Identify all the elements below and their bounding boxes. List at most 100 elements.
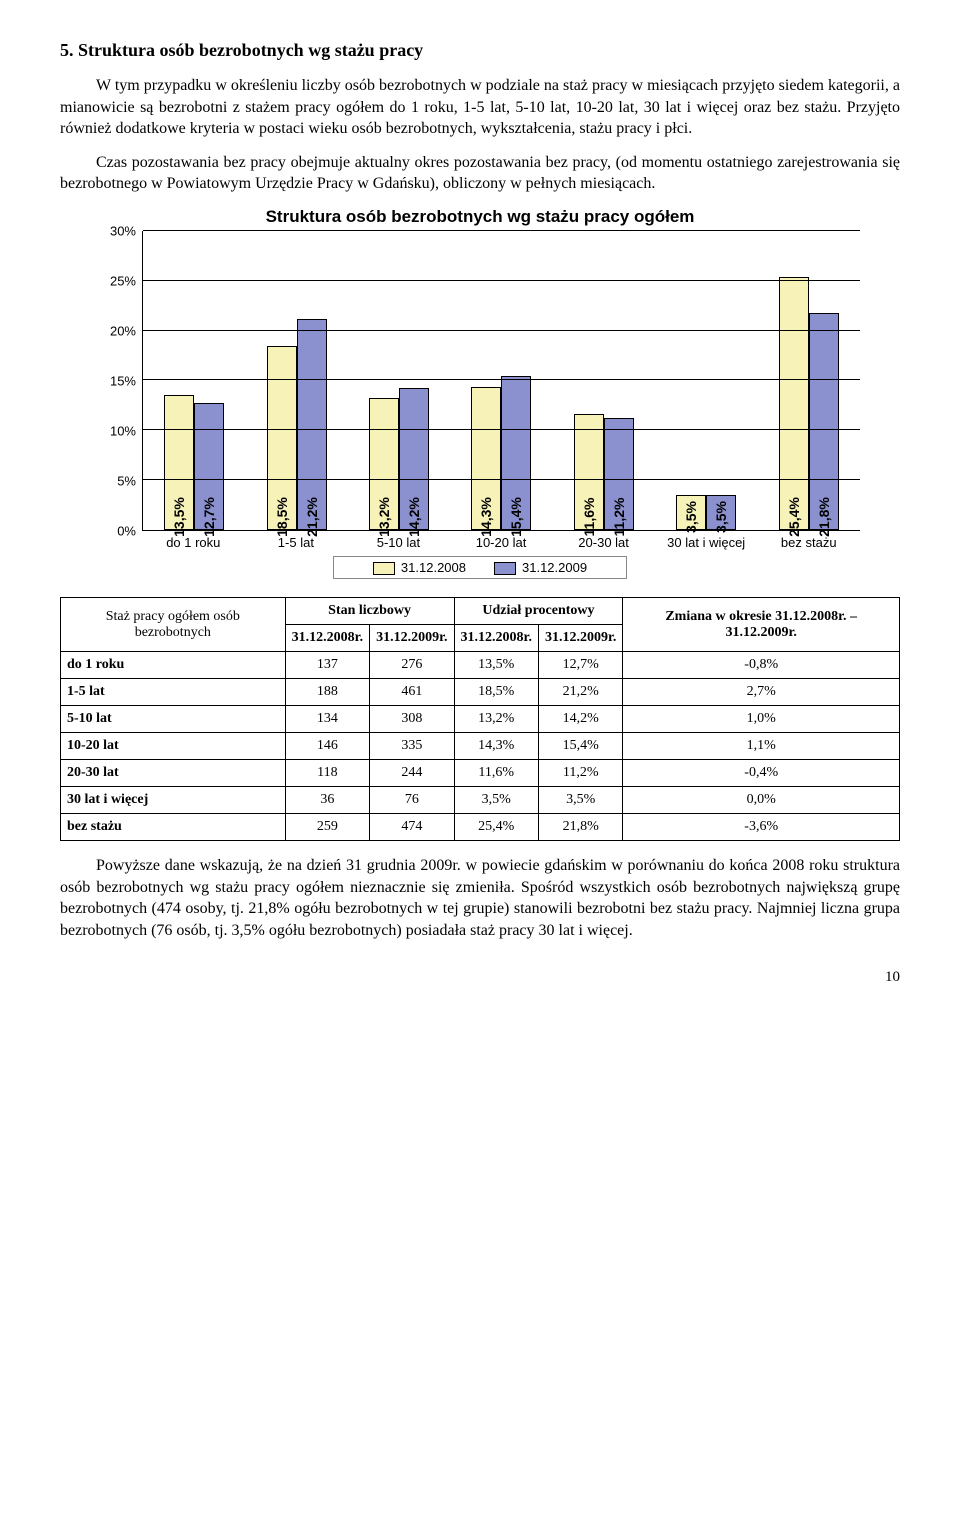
- table-cell: 146: [285, 733, 369, 760]
- table-cell: 14,2%: [538, 706, 622, 733]
- x-tick-label: 20-30 lat: [552, 531, 655, 550]
- table-cell: 474: [370, 814, 454, 841]
- table-cell: -0,8%: [623, 652, 900, 679]
- y-tick-label: 20%: [110, 323, 136, 338]
- bar-group: 13,2%14,2%: [348, 231, 450, 530]
- x-tick-label: 5-10 lat: [347, 531, 450, 550]
- bar-value-label: 11,6%: [581, 498, 597, 537]
- bar-value-label: 12,7%: [201, 497, 217, 537]
- x-tick-label: 1-5 lat: [245, 531, 348, 550]
- data-table: Staż pracy ogółem osób bezrobotnych Stan…: [60, 597, 900, 841]
- table-cell: -0,4%: [623, 760, 900, 787]
- table-cell: 13,2%: [454, 706, 538, 733]
- table-row: 30 lat i więcej36763,5%3,5%0,0%: [61, 787, 900, 814]
- bar: 13,2%: [369, 398, 399, 530]
- table-row-label: 10-20 lat: [61, 733, 286, 760]
- bar-group: 13,5%12,7%: [143, 231, 245, 530]
- bar: 12,7%: [194, 403, 224, 530]
- legend-swatch: [494, 562, 516, 575]
- table-cell: 118: [285, 760, 369, 787]
- table-cell: 1,1%: [623, 733, 900, 760]
- y-tick-label: 10%: [110, 423, 136, 438]
- table-subheader: 31.12.2008r.: [285, 625, 369, 652]
- table-cell: 18,5%: [454, 679, 538, 706]
- table-subheader: 31.12.2009r.: [370, 625, 454, 652]
- table-cell: 2,7%: [623, 679, 900, 706]
- page-number: 10: [60, 969, 900, 986]
- bar-group: 18,5%21,2%: [245, 231, 347, 530]
- bar-group: 14,3%15,4%: [450, 231, 552, 530]
- bar: 25,4%: [779, 277, 809, 530]
- table-header-category: Staż pracy ogółem osób bezrobotnych: [61, 598, 286, 652]
- table-cell: 76: [370, 787, 454, 814]
- table-cell: 13,5%: [454, 652, 538, 679]
- chart-y-axis: 0%5%10%15%20%25%30%: [100, 231, 142, 531]
- table-header-percent: Udział procentowy: [454, 598, 623, 625]
- y-tick-label: 5%: [117, 473, 136, 488]
- bar-group: 3,5% 3,5%: [655, 231, 757, 530]
- y-tick-label: 30%: [110, 223, 136, 238]
- table-header-count: Stan liczbowy: [285, 598, 454, 625]
- bar-chart: Struktura osób bezrobotnych wg stażu pra…: [100, 207, 860, 579]
- table-cell: 3,5%: [454, 787, 538, 814]
- table-cell: 0,0%: [623, 787, 900, 814]
- bar-value-label: 18,5%: [274, 497, 290, 537]
- table-cell: 259: [285, 814, 369, 841]
- table-cell: 3,5%: [538, 787, 622, 814]
- y-tick-label: 0%: [117, 523, 136, 538]
- table-cell: 244: [370, 760, 454, 787]
- bar-value-label: 11,2%: [611, 498, 627, 537]
- x-tick-label: do 1 roku: [142, 531, 245, 550]
- bar: 3,5%: [676, 495, 706, 530]
- table-cell: 137: [285, 652, 369, 679]
- chart-plot-area: 13,5%12,7%18,5%21,2%13,2%14,2%14,3%15,4%…: [142, 231, 860, 531]
- table-cell: 308: [370, 706, 454, 733]
- bar-value-label: 3,5%: [713, 501, 729, 533]
- bar-value-label: 21,2%: [304, 497, 320, 537]
- bar-group: 25,4%21,8%: [758, 231, 860, 530]
- table-cell: 15,4%: [538, 733, 622, 760]
- table-cell: 461: [370, 679, 454, 706]
- y-tick-label: 15%: [110, 373, 136, 388]
- bar-value-label: 14,2%: [406, 497, 422, 537]
- table-subheader: 31.12.2008r.: [454, 625, 538, 652]
- bar-value-label: 13,2%: [376, 497, 392, 537]
- table-row-label: 20-30 lat: [61, 760, 286, 787]
- bar-group: 11,6%11,2%: [553, 231, 655, 530]
- table-header-change: Zmiana w okresie 31.12.2008r. – 31.12.20…: [623, 598, 900, 652]
- table-cell: 12,7%: [538, 652, 622, 679]
- bar-value-label: 13,5%: [171, 497, 187, 537]
- bar: 3,5%: [706, 495, 736, 530]
- table-row: 5-10 lat13430813,2%14,2%1,0%: [61, 706, 900, 733]
- bar: 11,6%: [574, 414, 604, 530]
- table-cell: 11,6%: [454, 760, 538, 787]
- table-row: 10-20 lat14633514,3%15,4%1,1%: [61, 733, 900, 760]
- table-subheader: 31.12.2009r.: [538, 625, 622, 652]
- x-tick-label: 30 lat i więcej: [655, 531, 758, 550]
- table-cell: 276: [370, 652, 454, 679]
- bar: 15,4%: [501, 376, 531, 529]
- table-cell: 36: [285, 787, 369, 814]
- bar: 21,2%: [297, 319, 327, 530]
- table-row-label: bez stażu: [61, 814, 286, 841]
- table-row: do 1 roku13727613,5%12,7%-0,8%: [61, 652, 900, 679]
- bar-value-label: 3,5%: [683, 501, 699, 533]
- table-row: bez stażu25947425,4%21,8%-3,6%: [61, 814, 900, 841]
- legend-swatch: [373, 562, 395, 575]
- paragraph-2: Czas pozostawania bez pracy obejmuje akt…: [60, 152, 900, 195]
- paragraph-1: W tym przypadku w określeniu liczby osób…: [60, 75, 900, 140]
- table-row-label: 30 lat i więcej: [61, 787, 286, 814]
- y-tick-label: 25%: [110, 273, 136, 288]
- table-row-label: 1-5 lat: [61, 679, 286, 706]
- bar-value-label: 21,8%: [816, 497, 832, 537]
- bar: 14,3%: [471, 387, 501, 530]
- bar: 21,8%: [809, 313, 839, 530]
- legend-item: 31.12.2009: [494, 560, 587, 575]
- chart-title: Struktura osób bezrobotnych wg stażu pra…: [100, 207, 860, 227]
- bar-value-label: 15,4%: [508, 497, 524, 537]
- bar-value-label: 25,4%: [786, 497, 802, 537]
- table-row: 1-5 lat18846118,5%21,2%2,7%: [61, 679, 900, 706]
- table-row: 20-30 lat11824411,6%11,2%-0,4%: [61, 760, 900, 787]
- x-tick-label: 10-20 lat: [450, 531, 553, 550]
- section-heading: 5. Struktura osób bezrobotnych wg stażu …: [60, 40, 900, 61]
